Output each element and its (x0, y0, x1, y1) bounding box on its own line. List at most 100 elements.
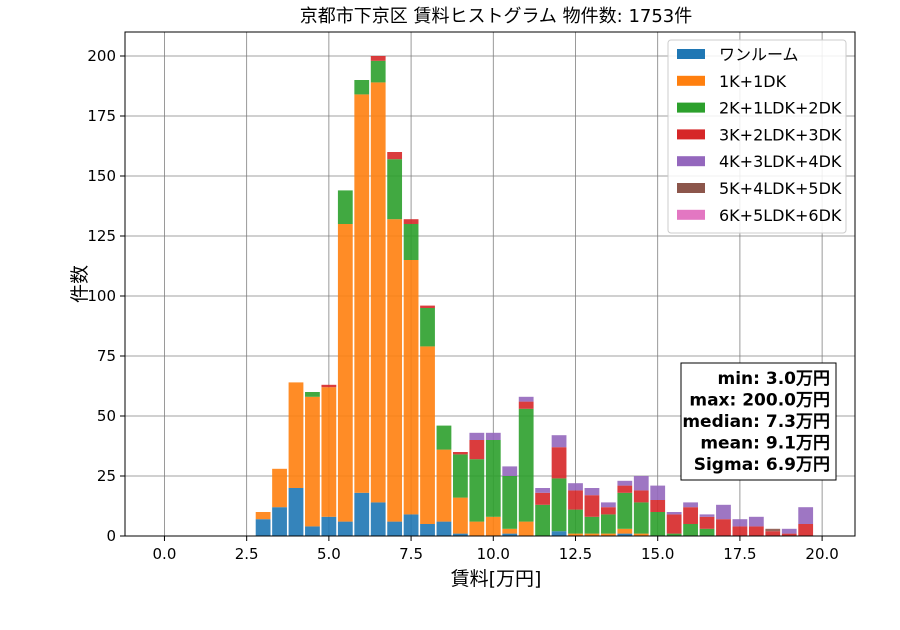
bar-0-3 (305, 526, 320, 536)
bar-2-14 (485, 440, 501, 517)
bar-1-5 (337, 224, 353, 522)
bar-3-18 (551, 447, 567, 479)
bar-4-21 (600, 502, 616, 508)
bar-4-32 (781, 528, 797, 534)
stat-line-0: min: 3.0万円 (718, 369, 830, 389)
bar-4-14 (485, 432, 501, 440)
legend-label-1: 1K+1DK (719, 72, 787, 91)
bar-3-22 (617, 485, 633, 493)
bar-3-33 (798, 524, 814, 536)
bar-1-13 (469, 521, 485, 536)
bar-0-2 (288, 488, 304, 536)
bar-0-0 (255, 519, 271, 536)
bar-3-20 (584, 495, 600, 517)
legend-swatch-5 (677, 183, 705, 193)
y-tick-label-7: 175 (87, 107, 116, 125)
legend-swatch-4 (677, 156, 705, 167)
bar-4-16 (518, 396, 534, 402)
bar-2-17 (535, 504, 551, 536)
bar-4-29 (732, 519, 748, 527)
bar-3-10 (420, 305, 435, 308)
legend-label-6: 6K+5LDK+6DK (719, 206, 842, 225)
legend-swatch-1 (677, 75, 705, 86)
bar-4-25 (666, 512, 682, 515)
bar-3-30 (748, 526, 764, 536)
bar-4-26 (683, 502, 698, 508)
bar-4-22 (617, 480, 633, 486)
y-tick-label-5: 125 (87, 227, 116, 245)
y-axis-label: 件数 (69, 265, 91, 303)
bar-2-26 (683, 524, 698, 536)
bar-2-9 (403, 224, 419, 260)
bar-0-11 (436, 521, 452, 536)
bar-0-18 (551, 531, 567, 536)
bar-3-13 (469, 440, 485, 460)
bar-3-23 (633, 490, 649, 503)
x-axis-label: 賃料[万円] (451, 568, 542, 590)
y-tick-label-2: 50 (97, 407, 116, 425)
x-tick-label-8: 20.0 (805, 545, 838, 563)
bar-2-8 (387, 159, 403, 220)
legend-swatch-3 (677, 129, 705, 140)
x-tick-label-1: 2.5 (235, 545, 259, 563)
bar-1-8 (387, 219, 403, 522)
bar-2-16 (518, 408, 534, 522)
bar-1-3 (305, 396, 320, 527)
bar-3-21 (600, 507, 616, 515)
bar-2-3 (305, 392, 320, 397)
legend-label-4: 4K+3LDK+4DK (719, 152, 842, 171)
bar-2-10 (420, 308, 435, 347)
bar-4-20 (584, 488, 600, 496)
bar-2-7 (370, 60, 386, 83)
bar-1-9 (403, 260, 419, 515)
bar-0-12 (453, 533, 468, 536)
bar-3-25 (666, 514, 682, 534)
x-tick-label-2: 5.0 (317, 545, 341, 563)
bar-1-10 (420, 346, 435, 524)
bar-1-1 (272, 468, 287, 508)
bar-1-4 (321, 387, 337, 517)
bar-4-18 (551, 435, 567, 448)
bar-3-28 (716, 519, 731, 536)
bar-1-14 (485, 516, 501, 536)
bar-4-33 (798, 507, 814, 524)
bar-3-7 (370, 56, 386, 61)
plot-frame (124, 31, 856, 537)
legend-box (667, 39, 847, 234)
bar-4-24 (650, 485, 666, 500)
bar-2-19 (568, 509, 583, 534)
bar-2-24 (650, 512, 666, 536)
bar-2-11 (436, 425, 452, 450)
bar-4-23 (633, 476, 649, 491)
bar-4-15 (502, 466, 518, 476)
bar-1-21 (600, 533, 616, 536)
bar-4-13 (469, 432, 485, 440)
bars (255, 56, 814, 536)
y-tick-label-3: 75 (97, 347, 116, 365)
bar-3-19 (568, 490, 583, 510)
legend-swatch-6 (677, 209, 705, 220)
chart-title: 京都市下京区 賃料ヒストグラム 物件数: 1753件 (300, 6, 693, 27)
bar-1-23 (633, 533, 649, 536)
bar-0-5 (337, 521, 353, 536)
x-tick-label-3: 7.5 (399, 545, 423, 563)
x-tick-label-7: 17.5 (723, 545, 756, 563)
bar-3-9 (403, 219, 419, 224)
legend-label-5: 5K+4LDK+5DK (719, 179, 842, 198)
bar-3-24 (650, 500, 666, 512)
bar-0-8 (387, 521, 403, 536)
bar-2-6 (354, 80, 370, 95)
legend-label-2: 2K+1LDK+2DK (719, 99, 842, 118)
bar-2-22 (617, 492, 633, 529)
bar-0-22 (617, 533, 633, 536)
bar-2-21 (600, 514, 616, 534)
bar-4-17 (535, 488, 551, 493)
bar-4-28 (716, 504, 731, 520)
stat-line-4: Sigma: 6.9万円 (694, 455, 830, 475)
x-tick-label-0: 0.0 (153, 545, 177, 563)
bar-1-2 (288, 382, 304, 488)
bar-3-27 (699, 516, 715, 529)
bar-1-6 (354, 94, 370, 493)
bar-4-30 (748, 516, 764, 527)
